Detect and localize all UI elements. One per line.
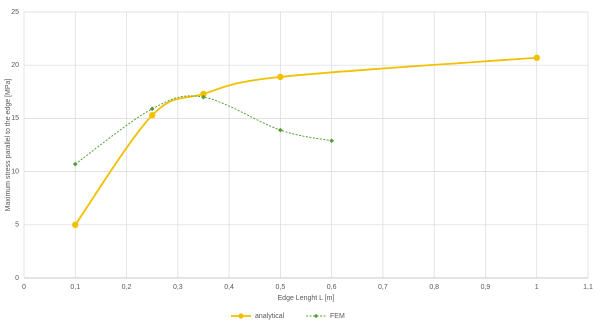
x-tick-label: 0,6 [327,284,337,291]
legend-marker [313,313,319,319]
y-tick-label: 5 [15,222,19,229]
x-tick-label: 1 [535,284,539,291]
y-axis-label: Maximum stress parallel to the edge [MPa… [5,79,12,212]
x-tick-label: 0,3 [173,284,183,291]
x-tick-label: 0,5 [275,284,285,291]
point [277,127,283,133]
y-tick-label: 15 [11,115,19,122]
y-tick-label: 10 [11,168,19,175]
legend-marker [238,313,244,319]
x-tick-label: 0,7 [378,284,388,291]
y-tick-label: 20 [11,62,19,69]
y-tick-label: 0 [15,275,19,282]
point [533,54,540,61]
x-tick-label: 0,1 [70,284,80,291]
legend-label: FEM [330,313,345,320]
point [329,138,335,144]
series-line [74,56,537,226]
y-tick-label: 25 [11,9,19,16]
x-tick-label: 1,1 [583,284,593,291]
x-tick-label: 0,9 [481,284,491,291]
x-tick-label: 0,8 [429,284,439,291]
x-tick-label: 0 [22,284,26,291]
point [277,73,284,81]
x-tick-label: 0,4 [224,284,234,291]
point [200,90,207,98]
point [148,112,156,119]
point [149,106,155,112]
point [72,161,78,167]
point [72,221,79,228]
point [201,94,206,100]
x-tick-label: 0,2 [122,284,132,291]
series-line [74,95,332,165]
legend-label: analytical [255,313,285,320]
x-axis-label: Edge Lenght L [m] [278,295,335,302]
